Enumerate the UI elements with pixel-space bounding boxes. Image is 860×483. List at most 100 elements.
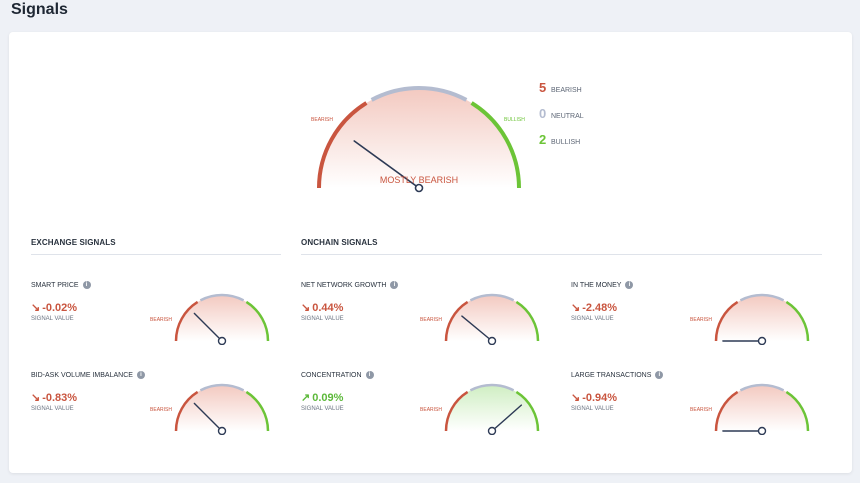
- exchange-divider: [31, 254, 281, 255]
- summary-row-bullish: 2 BULLISH: [539, 132, 584, 158]
- neutral-arc: [739, 383, 785, 392]
- summary-row-neutral: 0 NEUTRAL: [539, 106, 584, 132]
- signal-value: ↘ -0.83%: [31, 392, 78, 404]
- signal-in-the-money: IN THE MONEY i ↘ -2.48% SIGNAL VALUE BEARI…: [571, 281, 811, 345]
- neutral-count: 0: [539, 106, 547, 121]
- arrow-up-right-icon: ↗: [301, 392, 311, 404]
- neutral-arc: [199, 383, 245, 392]
- exchange-signals-title: EXCHANGE SIGNALS: [31, 238, 116, 247]
- gauge-needle: [461, 315, 493, 342]
- bullish-arc: [785, 300, 810, 342]
- bullish-arc: [515, 300, 540, 342]
- gauge-needle: [193, 402, 223, 432]
- gauge-bearish-label: BEARISH: [690, 317, 712, 323]
- bullish-arc: [515, 390, 540, 432]
- info-icon[interactable]: i: [365, 371, 374, 379]
- signal-name: SMART PRICE i: [31, 281, 91, 289]
- needle-hub: [757, 426, 767, 435]
- neutral-label: NEUTRAL: [551, 113, 584, 120]
- signal-name: IN THE MONEY i: [571, 281, 634, 289]
- bullish-arc: [785, 390, 810, 432]
- neutral-arc: [739, 293, 785, 302]
- gauge-fill: [716, 295, 808, 341]
- signal-value-caption: SIGNAL VALUE: [301, 316, 344, 322]
- signal-name: NET NETWORK GROWTH i: [301, 281, 399, 289]
- gauge-bearish-label: BEARISH: [420, 407, 442, 413]
- bullish-arc: [470, 101, 521, 189]
- gauge-bearish-label: BEARISH: [150, 407, 172, 413]
- bearish-count: 5: [539, 80, 547, 95]
- info-icon[interactable]: i: [655, 371, 664, 379]
- overall-gauge: BEARISH BULLISH: [311, 86, 525, 193]
- signal-value: ↘ -2.48%: [571, 302, 618, 314]
- arrow-down-right-icon: ↘: [301, 302, 311, 314]
- bearish-arc: [174, 300, 199, 342]
- onchain-divider: [301, 254, 822, 255]
- signal-value: ↗ 0.09%: [301, 392, 344, 404]
- signal-bid-ask-volume-imbalance: BID-ASK VOLUME IMBALANCE i ↘ -0.83% SIGNAL…: [31, 371, 271, 435]
- gauge-bearish-label: BEARISH: [311, 117, 333, 123]
- gauge-bullish-label: BULLISH: [504, 117, 525, 123]
- signal-concentration: CONCENTRATION i ↗ 0.09% SIGNAL VALUE BEARI…: [301, 371, 541, 435]
- neutral-arc: [370, 86, 468, 102]
- gauge-fill: [716, 385, 808, 431]
- signal-value-caption: SIGNAL VALUE: [31, 406, 74, 412]
- signal-value-caption: SIGNAL VALUE: [571, 406, 614, 412]
- bearish-arc: [714, 300, 739, 342]
- gauge-bearish-label: BEARISH: [150, 317, 172, 323]
- bearish-arc: [317, 101, 368, 189]
- signal-value-caption: SIGNAL VALUE: [301, 406, 344, 412]
- arrow-down-right-icon: ↘: [571, 392, 581, 404]
- arrow-down-right-icon: ↘: [31, 302, 41, 314]
- needle-hub: [217, 336, 227, 345]
- bullish-count: 2: [539, 132, 547, 147]
- bullish-arc: [245, 300, 270, 342]
- bullish-arc: [245, 390, 270, 432]
- signal-value-caption: SIGNAL VALUE: [31, 316, 74, 322]
- signal-large-transactions: LARGE TRANSACTIONS i ↘ -0.94% SIGNAL VALUE…: [571, 371, 811, 435]
- bullish-label: BULLISH: [551, 139, 581, 146]
- signal-name: LARGE TRANSACTIONS i: [571, 371, 664, 379]
- bearish-arc: [714, 390, 739, 432]
- gauge-bearish-label: BEARISH: [420, 317, 442, 323]
- arrow-down-right-icon: ↘: [31, 392, 41, 404]
- signal-value: ↘ -0.02%: [31, 302, 78, 314]
- needle-hub: [757, 336, 767, 345]
- gauge-fill: [319, 88, 519, 188]
- page-title: Signals: [11, 1, 68, 18]
- info-icon[interactable]: i: [625, 281, 634, 289]
- needle-hub: [217, 426, 227, 435]
- info-icon[interactable]: i: [390, 281, 399, 289]
- overall-verdict: MOSTLY BEARISH: [379, 175, 459, 185]
- signal-name: BID-ASK VOLUME IMBALANCE i: [31, 371, 145, 379]
- signal-value-caption: SIGNAL VALUE: [571, 316, 614, 322]
- gauge-needle: [491, 404, 523, 432]
- onchain-signals-title: ONCHAIN SIGNALS: [301, 238, 378, 247]
- arrow-down-right-icon: ↘: [571, 302, 581, 314]
- gauge-bearish-label: BEARISH: [690, 407, 712, 413]
- gauge-fill: [176, 295, 268, 341]
- bearish-label: BEARISH: [551, 87, 582, 94]
- gauge-needle: [193, 312, 223, 342]
- signal-value: ↘ 0.44%: [301, 302, 344, 314]
- gauge-needle: [353, 140, 420, 189]
- gauge-fill: [176, 385, 268, 431]
- gauge-fill: [446, 295, 538, 341]
- summary-row-bearish: 5 BEARISH: [539, 80, 584, 106]
- signal-name: CONCENTRATION i: [301, 371, 374, 379]
- bearish-arc: [444, 390, 469, 432]
- needle-hub: [487, 336, 497, 345]
- needle-hub: [487, 426, 497, 435]
- info-icon[interactable]: i: [136, 371, 145, 379]
- signal-net-network-growth: NET NETWORK GROWTH i ↘ 0.44% SIGNAL VALUE …: [301, 281, 541, 345]
- signal-smart-price: SMART PRICE i ↘ -0.02% SIGNAL VALUE BEARIS…: [31, 281, 271, 345]
- signals-card: BEARISH BULLISH MOSTLY BEARISH 5 BEARISH …: [9, 32, 852, 473]
- signal-summary: 5 BEARISH 0 NEUTRAL 2 BULLISH: [539, 80, 584, 158]
- info-icon[interactable]: i: [82, 281, 91, 289]
- neutral-arc: [469, 383, 515, 392]
